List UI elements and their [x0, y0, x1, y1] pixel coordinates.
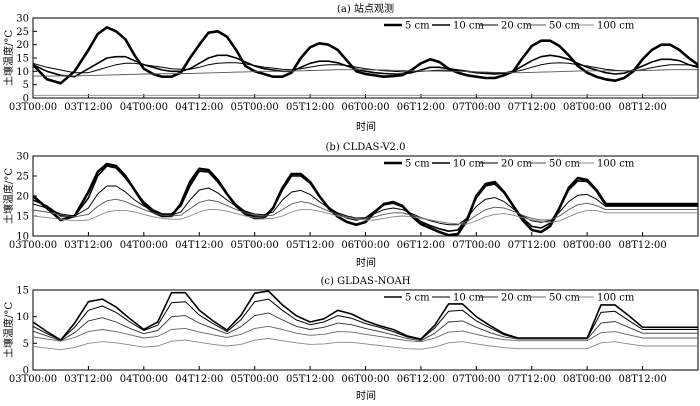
series-line-5cm	[33, 162, 698, 236]
legend-label: 20 cm	[501, 21, 533, 32]
legend-label: 10 cm	[453, 293, 485, 304]
legend-label: 50 cm	[549, 159, 581, 170]
x-tick-label: 08T12:00	[618, 102, 666, 113]
chart-panel-2: (c) GLDAS-NOAH 0 5 10 15 03T00:00 03T12:00 04T0…	[2, 276, 699, 402]
x-axis-label: 时间	[356, 120, 376, 133]
x-tick-label: 04T12:00	[175, 374, 223, 385]
x-tick-label: 07T12:00	[508, 374, 556, 385]
x-tick-label: 06T12:00	[397, 240, 445, 251]
x-tick-label: 07T00:00	[452, 240, 500, 251]
x-axis-label: 时间	[356, 256, 376, 269]
x-tick-label: 08T12:00	[618, 374, 666, 385]
legend: 5 cm 10 cm 20 cm 50 cm 100 cm	[384, 21, 635, 32]
x-tick-label: 05T12:00	[286, 374, 334, 385]
legend-label: 100 cm	[597, 293, 635, 304]
x-tick-label: 08T00:00	[563, 102, 611, 113]
x-tick-label: 03T12:00	[64, 102, 112, 113]
y-tick-label: 30	[16, 152, 29, 163]
x-tick-label: 07T12:00	[508, 102, 556, 113]
series-line-10cm	[33, 54, 698, 78]
series-line-5cm	[33, 25, 698, 85]
x-tick-label: 06T00:00	[341, 374, 389, 385]
y-tick-label: 5	[23, 339, 29, 350]
series-line-20cm	[33, 312, 698, 342]
x-tick-label: 03T00:00	[9, 374, 57, 385]
x-tick-label: 04T00:00	[120, 102, 168, 113]
legend-label: 100 cm	[597, 159, 635, 170]
x-tick-label: 07T00:00	[452, 102, 500, 113]
x-tick-label: 05T12:00	[286, 240, 334, 251]
series-line-100cm	[33, 338, 698, 351]
series-line-50cm	[33, 69, 698, 77]
legend-label: 50 cm	[549, 293, 581, 304]
x-tick-label: 07T00:00	[452, 374, 500, 385]
legend-label: 100 cm	[597, 21, 635, 32]
y-tick-label: 20	[16, 192, 29, 203]
series-line-50cm	[33, 325, 698, 343]
chart-title: (c) GLDAS-NOAH	[321, 276, 411, 287]
series-line-20cm	[33, 185, 698, 226]
chart-title: (a) 站点观测	[337, 2, 394, 15]
series-line-10cm	[33, 165, 698, 232]
x-axis-label: 时间	[356, 389, 376, 402]
series-line-50cm	[33, 198, 698, 225]
x-tick-label: 06T00:00	[341, 240, 389, 251]
series-line-100cm	[33, 209, 698, 225]
legend-label: 10 cm	[453, 159, 485, 170]
x-tick-label: 03T12:00	[64, 374, 112, 385]
legend-label: 20 cm	[501, 159, 533, 170]
x-tick-label: 07T12:00	[508, 240, 556, 251]
y-tick-label: 25	[16, 172, 29, 183]
x-tick-label: 05T00:00	[231, 102, 279, 113]
y-axis-label: 土壤温度/°C	[2, 30, 15, 86]
y-tick-label: 15	[16, 212, 29, 223]
chart-panel-1: (b) CLDAS-V2.0 10 15 20 25 30 03T00:00 03T12:00…	[2, 142, 699, 269]
legend: 5 cm 10 cm 20 cm 50 cm 100 cm	[384, 159, 635, 170]
y-tick-label: 25	[16, 27, 29, 38]
chart-panel-0: (a) 站点观测 0 5 10 15 20 25 30 03T00:00 03T12:00 04T0…	[2, 2, 699, 133]
x-tick-label: 03T12:00	[64, 240, 112, 251]
y-tick-label: 5	[23, 80, 29, 91]
y-tick-label: 10	[16, 67, 29, 78]
legend-label: 5 cm	[405, 159, 430, 170]
x-tick-label: 05T00:00	[231, 374, 279, 385]
x-tick-label: 03T00:00	[9, 102, 57, 113]
legend-label: 20 cm	[501, 293, 533, 304]
x-tick-label: 08T00:00	[563, 240, 611, 251]
y-tick-label: 15	[16, 54, 29, 65]
x-tick-label: 03T00:00	[9, 240, 57, 251]
x-tick-label: 06T12:00	[397, 102, 445, 113]
x-tick-label: 05T00:00	[231, 240, 279, 251]
chart-title: (b) CLDAS-V2.0	[326, 142, 406, 153]
x-tick-label: 06T00:00	[341, 102, 389, 113]
legend-label: 50 cm	[549, 21, 581, 32]
y-tick-label: 0	[23, 366, 29, 377]
legend: 5 cm 10 cm 20 cm 50 cm 100 cm	[384, 293, 635, 304]
x-tick-label: 04T12:00	[175, 240, 223, 251]
x-tick-label: 05T12:00	[286, 102, 334, 113]
legend-label: 10 cm	[453, 21, 485, 32]
y-axis-label: 土壤温度/°C	[2, 302, 15, 358]
y-tick-label: 20	[16, 40, 29, 51]
y-axis-label: 土壤温度/°C	[2, 168, 15, 224]
legend-label: 5 cm	[405, 21, 430, 32]
x-tick-label: 08T00:00	[563, 374, 611, 385]
x-tick-label: 04T00:00	[120, 240, 168, 251]
y-tick-label: 30	[16, 14, 29, 25]
x-tick-label: 06T12:00	[397, 374, 445, 385]
legend-label: 5 cm	[405, 293, 430, 304]
x-tick-label: 04T12:00	[175, 102, 223, 113]
y-tick-label: 10	[16, 312, 29, 323]
y-tick-label: 0	[23, 94, 29, 105]
x-tick-label: 04T00:00	[120, 374, 168, 385]
x-tick-label: 08T12:00	[618, 240, 666, 251]
y-tick-label: 15	[16, 286, 29, 297]
y-tick-label: 10	[16, 232, 29, 243]
